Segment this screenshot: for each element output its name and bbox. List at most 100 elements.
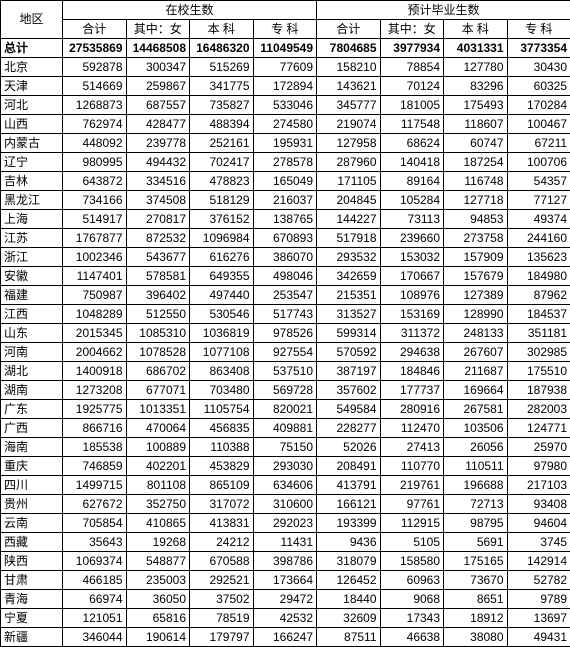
data-cell: 670893: [253, 229, 317, 248]
data-cell: 9436: [317, 533, 381, 552]
data-cell: 175165: [444, 552, 508, 571]
data-cell: 18440: [317, 590, 381, 609]
data-cell: 105284: [380, 191, 444, 210]
data-cell: 140418: [380, 153, 444, 172]
data-cell: 872532: [126, 229, 190, 248]
data-cell: 127958: [317, 134, 381, 153]
data-cell: 78519: [190, 609, 254, 628]
data-cell: 313527: [317, 305, 381, 324]
data-cell: 5105: [380, 533, 444, 552]
data-cell: 184537: [507, 305, 570, 324]
data-cell: 488394: [190, 115, 254, 134]
data-cell: 374508: [126, 191, 190, 210]
data-cell: 300347: [126, 58, 190, 77]
table-row: 广东19257751013351110575482002154958428091…: [1, 400, 570, 419]
region-cell: 上海: [1, 210, 63, 229]
data-cell: 311372: [380, 324, 444, 343]
data-cell: 387197: [317, 362, 381, 381]
data-cell: 170667: [380, 267, 444, 286]
table-row: 陕西10693745488776705883987863180791585801…: [1, 552, 570, 571]
table-row: 四川14997158011088651096346064137912197611…: [1, 476, 570, 495]
data-cell: 46638: [380, 628, 444, 647]
data-cell: 100706: [507, 153, 570, 172]
data-cell: 24212: [190, 533, 254, 552]
data-cell: 413831: [190, 514, 254, 533]
region-cell: 黑龙江: [1, 191, 63, 210]
data-cell: 228277: [317, 419, 381, 438]
data-cell: 746859: [63, 457, 127, 476]
data-cell: 515269: [190, 58, 254, 77]
data-cell: 184846: [380, 362, 444, 381]
region-cell: 河南: [1, 343, 63, 362]
data-cell: 217103: [507, 476, 570, 495]
data-cell: 35643: [63, 533, 127, 552]
col-group-graduates: 预计毕业生数: [317, 1, 570, 20]
data-cell: 293532: [317, 248, 381, 267]
table-row: 新疆34604419061417979716624787511466383808…: [1, 628, 570, 647]
data-cell: 37502: [190, 590, 254, 609]
data-cell: 386070: [253, 248, 317, 267]
data-cell: 171105: [317, 172, 381, 191]
subcol: 本 科: [444, 20, 508, 39]
data-cell: 302985: [507, 343, 570, 362]
data-cell: 78854: [380, 58, 444, 77]
data-cell: 9789: [507, 590, 570, 609]
data-cell: 456835: [190, 419, 254, 438]
data-cell: 357602: [317, 381, 381, 400]
data-cell: 27413: [380, 438, 444, 457]
data-cell: 60325: [507, 77, 570, 96]
data-cell: 599314: [317, 324, 381, 343]
data-cell: 193399: [317, 514, 381, 533]
stats-table: 地区 在校生数 预计毕业生数 合计 其中：女 本 科 专 科 合计 其中：女 本…: [0, 0, 570, 647]
data-cell: 185538: [63, 438, 127, 457]
data-cell: 428477: [126, 115, 190, 134]
table-row: 浙江10023465436776162763860702935321530321…: [1, 248, 570, 267]
data-cell: 94853: [444, 210, 508, 229]
region-cell: 湖北: [1, 362, 63, 381]
data-cell: 179797: [190, 628, 254, 647]
data-cell: 103506: [444, 419, 508, 438]
data-cell: 66974: [63, 590, 127, 609]
data-cell: 3745: [507, 533, 570, 552]
data-cell: 342659: [317, 267, 381, 286]
data-cell: 1273208: [63, 381, 127, 400]
data-cell: 2004662: [63, 343, 127, 362]
data-cell: 60747: [444, 134, 508, 153]
data-cell: 73113: [380, 210, 444, 229]
data-cell: 235003: [126, 571, 190, 590]
data-cell: 94604: [507, 514, 570, 533]
data-cell: 204845: [317, 191, 381, 210]
data-cell: 153169: [380, 305, 444, 324]
data-cell: 1077108: [190, 343, 254, 362]
data-cell: 294638: [380, 343, 444, 362]
data-cell: 670588: [190, 552, 254, 571]
data-cell: 413791: [317, 476, 381, 495]
data-cell: 352750: [126, 495, 190, 514]
data-cell: 649355: [190, 267, 254, 286]
data-cell: 67211: [507, 134, 570, 153]
data-cell: 514669: [63, 77, 127, 96]
data-cell: 292023: [253, 514, 317, 533]
data-cell: 195931: [253, 134, 317, 153]
region-cell: 四川: [1, 476, 63, 495]
table-row: 宁夏12105165816785194253232609173431891213…: [1, 609, 570, 628]
region-cell: 西藏: [1, 533, 63, 552]
data-cell: 703480: [190, 381, 254, 400]
region-cell: 海南: [1, 438, 63, 457]
data-cell: 49374: [507, 210, 570, 229]
data-cell: 18912: [444, 609, 508, 628]
data-cell: 248133: [444, 324, 508, 343]
region-cell: 浙江: [1, 248, 63, 267]
data-cell: 26056: [444, 438, 508, 457]
data-cell: 38080: [444, 628, 508, 647]
table-row: 西藏356431926824212114319436510556913745: [1, 533, 570, 552]
subcol: 本 科: [190, 20, 254, 39]
region-cell: 甘肃: [1, 571, 63, 590]
total-cell: 14468508: [126, 39, 190, 58]
data-cell: 687557: [126, 96, 190, 115]
data-cell: 116748: [444, 172, 508, 191]
data-cell: 208491: [317, 457, 381, 476]
data-cell: 978526: [253, 324, 317, 343]
data-cell: 518129: [190, 191, 254, 210]
data-cell: 376152: [190, 210, 254, 229]
